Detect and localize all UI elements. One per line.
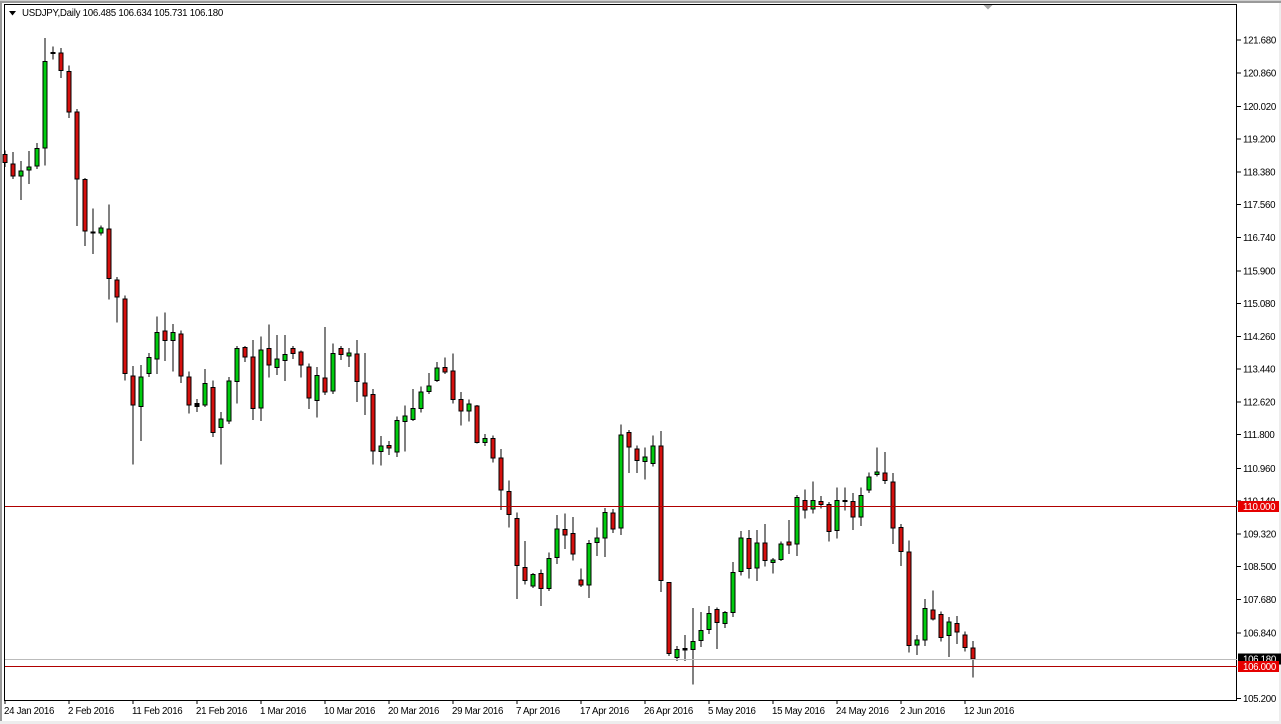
svg-text:106.000: 106.000: [1243, 662, 1277, 673]
svg-text:109.320: 109.320: [1243, 529, 1277, 540]
svg-text:118.380: 118.380: [1243, 167, 1276, 178]
svg-text:107.680: 107.680: [1243, 595, 1277, 606]
svg-text:2 Jun 2016: 2 Jun 2016: [900, 706, 945, 717]
svg-text:112.620: 112.620: [1243, 397, 1276, 408]
svg-text:1 Mar 2016: 1 Mar 2016: [260, 706, 306, 717]
svg-text:116.740: 116.740: [1243, 233, 1276, 244]
svg-text:5 May 2016: 5 May 2016: [708, 706, 756, 717]
svg-text:115.080: 115.080: [1243, 299, 1276, 310]
svg-text:120.860: 120.860: [1243, 68, 1277, 79]
svg-text:105.200: 105.200: [1243, 694, 1277, 705]
svg-text:20 Mar 2016: 20 Mar 2016: [388, 706, 439, 717]
svg-text:115.900: 115.900: [1243, 266, 1276, 277]
svg-text:10 Mar 2016: 10 Mar 2016: [324, 706, 375, 717]
svg-text:29 Mar 2016: 29 Mar 2016: [452, 706, 503, 717]
svg-text:17 Apr 2016: 17 Apr 2016: [580, 706, 629, 717]
svg-text:24 Jan 2016: 24 Jan 2016: [4, 706, 54, 717]
svg-text:USDJPY,Daily 106.485 106.634: USDJPY,Daily 106.485 106.634 105.731 106…: [22, 8, 224, 19]
svg-text:111.800: 111.800: [1243, 430, 1275, 441]
svg-text:110.960: 110.960: [1243, 464, 1276, 475]
svg-text:26 Apr 2016: 26 Apr 2016: [644, 706, 693, 717]
svg-text:121.680: 121.680: [1243, 36, 1277, 47]
svg-text:15 May 2016: 15 May 2016: [772, 706, 825, 717]
svg-text:117.560: 117.560: [1243, 200, 1276, 211]
svg-text:2 Feb 2016: 2 Feb 2016: [68, 706, 114, 717]
svg-text:7 Apr 2016: 7 Apr 2016: [516, 706, 560, 717]
svg-text:24 May 2016: 24 May 2016: [836, 706, 889, 717]
svg-text:108.500: 108.500: [1243, 562, 1277, 573]
svg-text:106.840: 106.840: [1243, 628, 1277, 639]
svg-text:12 Jun 2016: 12 Jun 2016: [964, 706, 1014, 717]
svg-text:114.260: 114.260: [1243, 332, 1276, 343]
svg-text:120.020: 120.020: [1243, 102, 1277, 113]
svg-text:113.440: 113.440: [1243, 365, 1276, 376]
svg-text:110.000: 110.000: [1243, 502, 1276, 513]
svg-text:11 Feb 2016: 11 Feb 2016: [132, 706, 182, 717]
svg-text:21 Feb 2016: 21 Feb 2016: [196, 706, 247, 717]
svg-text:106.180: 106.180: [1243, 655, 1277, 666]
svg-text:119.200: 119.200: [1243, 135, 1276, 146]
